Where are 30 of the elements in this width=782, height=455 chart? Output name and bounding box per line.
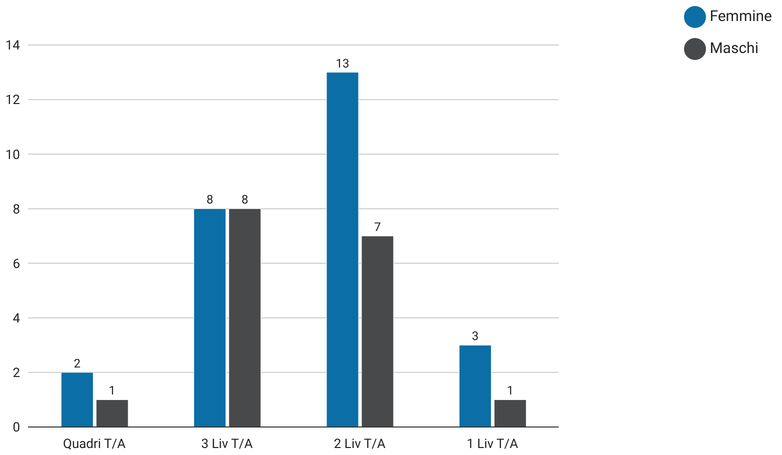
x-tick-label: 2 Liv T/A [334,437,386,452]
y-tick-label: 6 [12,256,20,272]
legend-label: Maschi [710,39,758,57]
bar [60,372,94,427]
x-tick-label: Quadri T/A [63,437,126,452]
x-tick-label: 3 Liv T/A [201,437,254,452]
bar [458,344,492,427]
data-label: 8 [241,192,248,207]
x-tick-label: 1 Liv T/A [466,437,519,452]
data-label: 7 [374,220,382,234]
data-label: 1 [506,384,514,398]
y-tick-label: 4 [12,311,21,326]
bar [494,399,526,427]
data-label: 2 [74,356,81,370]
data-label: 13 [336,56,350,70]
y-tick-label: 8 [12,202,20,218]
y-tick-label: 2 [12,366,20,382]
y-tick-label: 14 [5,38,21,54]
y-tick-label: 0 [12,420,20,436]
bar [326,72,359,427]
data-label: 8 [206,192,214,207]
y-tick-label: 10 [5,148,20,163]
bar [194,208,226,427]
legend-label: Femmine [710,7,772,25]
bar [228,208,262,427]
data-label: 3 [472,329,479,344]
bar [96,399,128,427]
data-label: 1 [108,384,116,398]
bar [361,236,394,427]
y-tick-label: 12 [5,93,20,108]
